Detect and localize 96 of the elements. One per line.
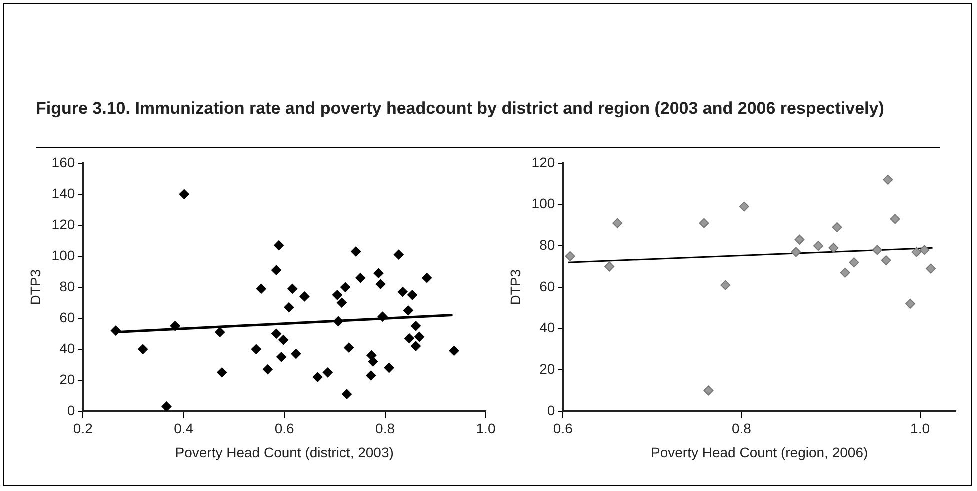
x-axis-title: Poverty Head Count (district, 2003) [175, 444, 394, 460]
point [376, 279, 386, 290]
y-tick-label: 20 [540, 360, 556, 377]
point [403, 306, 414, 316]
point [411, 341, 422, 352]
y-tick-label: 160 [52, 154, 76, 170]
point [872, 245, 882, 256]
point [215, 327, 226, 338]
y-tick-label: 20 [60, 371, 76, 388]
point [333, 316, 344, 326]
point [791, 247, 802, 258]
y-tick-label: 0 [67, 402, 76, 418]
point [288, 284, 298, 294]
point [883, 174, 894, 185]
point [404, 334, 414, 344]
point [278, 335, 289, 346]
y-tick-label: 80 [60, 278, 76, 294]
point [138, 344, 148, 354]
point [162, 402, 172, 412]
point [366, 370, 376, 381]
point [291, 349, 302, 360]
y-axis-title: DTP3 [27, 269, 44, 306]
x-tick-label: 0.2 [73, 420, 94, 437]
y-tick-label: 80 [540, 236, 556, 253]
x-tick-label: 0.6 [274, 420, 295, 437]
point [284, 302, 294, 313]
point [414, 332, 425, 342]
point [890, 214, 900, 224]
point [351, 246, 362, 257]
point [926, 264, 936, 274]
y-tick-label: 140 [52, 185, 76, 202]
point [322, 368, 333, 378]
point [344, 342, 354, 353]
point [407, 290, 418, 300]
y-tick-label: 120 [52, 216, 76, 232]
point [814, 241, 824, 252]
point [794, 234, 805, 245]
x-tick-label: 1.0 [476, 420, 496, 437]
y-tick-label: 60 [60, 309, 76, 326]
point [920, 245, 930, 256]
point [110, 326, 121, 336]
point [374, 268, 384, 278]
point [739, 202, 750, 212]
point [276, 352, 287, 362]
point [356, 273, 366, 284]
point [422, 273, 432, 284]
point [384, 363, 394, 373]
y-tick-label: 60 [540, 278, 556, 294]
point [840, 268, 850, 278]
point [274, 240, 284, 251]
y-tick-label: 40 [60, 340, 76, 356]
point [251, 344, 262, 354]
y-tick-label: 100 [532, 196, 556, 212]
point [262, 364, 273, 375]
y-tick-label: 0 [547, 402, 556, 418]
y-tick-label: 40 [540, 320, 556, 336]
point [342, 389, 352, 400]
point [256, 284, 266, 294]
point [398, 287, 408, 298]
point [170, 321, 180, 332]
y-tick-label: 100 [52, 247, 76, 264]
x-tick-label: 0.8 [732, 420, 752, 437]
point [340, 282, 351, 292]
point [565, 251, 576, 262]
point [272, 328, 282, 339]
point [828, 243, 839, 254]
point [368, 356, 378, 367]
point [217, 368, 228, 378]
point [378, 312, 388, 322]
point [612, 218, 623, 228]
point [394, 250, 404, 260]
point [912, 247, 922, 258]
point [905, 298, 916, 309]
point [449, 346, 460, 356]
y-tick-label: 120 [532, 154, 556, 170]
point [881, 256, 892, 266]
x-tick-label: 0.8 [376, 420, 396, 437]
point [332, 290, 342, 300]
point [179, 189, 190, 200]
x-axis-title: Poverty Head Count (region, 2006) [651, 444, 868, 460]
chart-title: Figure 3.10. Immunization rate and poverty headcount by district and region (2003 and 2006 respectively) [36, 98, 886, 119]
x-tick-label: 0.6 [553, 420, 574, 437]
point [312, 372, 323, 382]
point [699, 218, 710, 228]
point [336, 298, 347, 308]
point [604, 262, 615, 272]
point [411, 321, 422, 332]
point [272, 265, 282, 276]
point [832, 222, 842, 232]
point [704, 386, 714, 396]
point [720, 280, 731, 290]
point [300, 292, 310, 302]
y-axis-title: DTP3 [507, 269, 524, 306]
x-tick-label: 1.0 [910, 420, 930, 437]
x-tick-label: 0.4 [174, 420, 194, 437]
point [849, 258, 860, 268]
